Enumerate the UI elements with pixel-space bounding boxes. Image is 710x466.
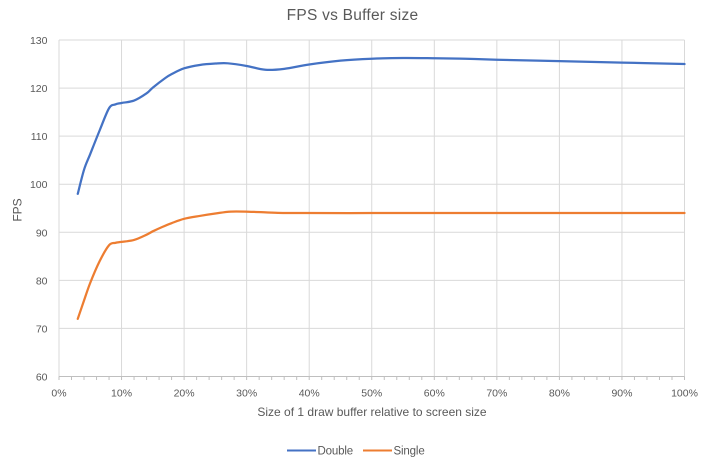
series-line-double xyxy=(76,56,686,195)
y-tick-label: 70 xyxy=(36,323,48,335)
y-tick-label: 90 xyxy=(36,227,48,239)
x-axis-title: Size of 1 draw buffer relative to screen… xyxy=(257,405,487,419)
x-tick-label: 0% xyxy=(51,388,66,400)
x-tick-label: 50% xyxy=(361,388,382,400)
x-tick-label: 80% xyxy=(549,388,570,400)
legend-label-double: Double xyxy=(318,446,354,458)
y-tick-label: 60 xyxy=(36,372,48,384)
y-tick-label: 100 xyxy=(30,179,48,191)
y-tick-label: 130 xyxy=(30,35,48,47)
x-tick-label: 60% xyxy=(424,388,445,400)
x-tick-label: 100% xyxy=(671,388,698,400)
x-tick-label: 70% xyxy=(486,388,507,400)
legend-item-double: Double xyxy=(287,446,353,458)
legend: Double Single xyxy=(287,446,425,458)
x-axis-tick-labels: 0% 10% 20% 30% 40% 50% 60% 70% 80% 90% 100% xyxy=(51,388,698,400)
y-tick-label: 110 xyxy=(31,131,48,143)
y-tick-label: 120 xyxy=(30,83,48,95)
x-tick-label: 30% xyxy=(236,388,257,400)
gridlines xyxy=(58,39,685,377)
y-axis-tick-labels: 60 70 80 90 100 110 120 130 xyxy=(30,35,48,384)
y-axis-title: FPS xyxy=(11,198,25,221)
y-tick-label: 80 xyxy=(36,275,48,287)
x-axis xyxy=(58,376,685,380)
series-line-single xyxy=(76,210,686,320)
x-tick-label: 90% xyxy=(611,388,632,400)
legend-item-single: Single xyxy=(363,446,425,458)
plot-series xyxy=(76,56,686,320)
x-tick-label: 20% xyxy=(174,388,195,400)
chart-title: FPS vs Buffer size xyxy=(287,7,419,24)
legend-label-single: Single xyxy=(394,446,425,458)
x-tick-label: 10% xyxy=(111,388,132,400)
x-tick-label: 40% xyxy=(299,388,320,400)
